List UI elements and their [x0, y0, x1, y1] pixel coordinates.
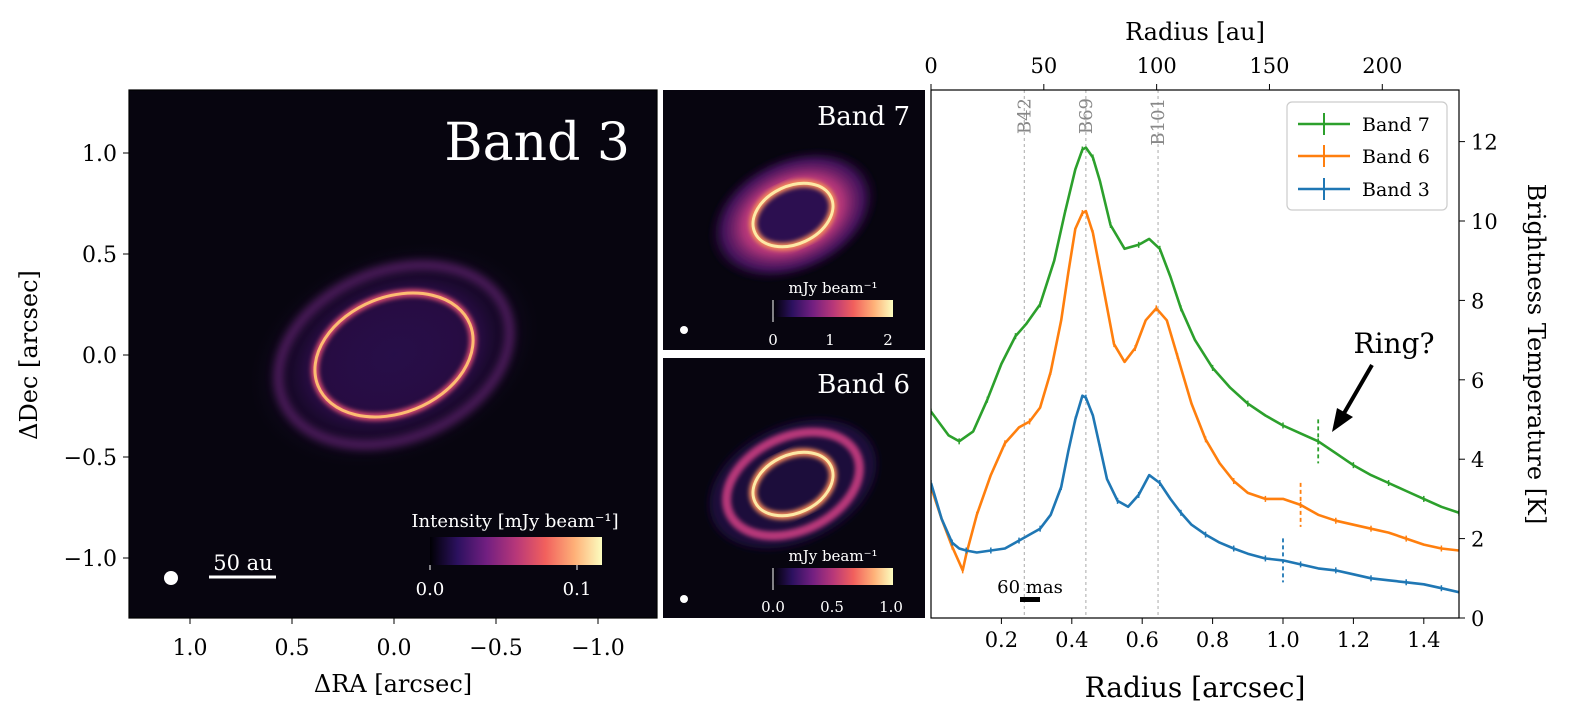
band3-xlabel: ΔRA [arcsec]	[314, 670, 472, 698]
band3-ytick-label: 0.5	[82, 243, 117, 268]
band6-colorbar-tick: 0.0	[761, 598, 785, 616]
ring-guides: B42 B69 B101	[1014, 90, 1169, 618]
ytick-label: 4	[1471, 448, 1484, 472]
band3-xtick-label: −1.0	[571, 636, 624, 661]
band3-xtick-label: 1.0	[173, 636, 208, 661]
band3-ytick-label: −0.5	[64, 446, 117, 471]
ytick-label: 8	[1471, 289, 1484, 313]
legend: Band 7 Band 6 Band 3	[1286, 101, 1448, 211]
band7-colorbar-label: mJy beam⁻¹	[788, 279, 877, 297]
top-xtick-label: 100	[1137, 54, 1177, 78]
band6-colorbar	[773, 568, 893, 585]
top-xlabel: Radius [au]	[1125, 18, 1265, 46]
band3-xticks: 1.0 0.5 0.0 −0.5 −1.0	[173, 618, 625, 661]
xtick-label: 0.8	[1196, 628, 1229, 652]
ytick-label: 0	[1471, 607, 1484, 631]
top-xtick-label: 200	[1362, 54, 1402, 78]
band3-colorbar	[430, 537, 602, 565]
band3-colorbar-tick: 0.1	[563, 579, 592, 600]
xtick-label: 1.2	[1337, 628, 1370, 652]
band3-axes-frame	[128, 89, 658, 619]
top-xtick-label: 150	[1249, 54, 1289, 78]
ytick-label: 2	[1471, 528, 1484, 552]
series-line-band-3	[931, 394, 1459, 594]
legend-entry: Band 3	[1362, 179, 1430, 201]
ring-guide-label: B42	[1014, 98, 1035, 134]
band6-colorbar-label: mJy beam⁻¹	[788, 547, 877, 565]
band3-yticks: 1.0 0.5 0.0 −0.5 −1.0	[64, 142, 129, 572]
band3-ytick-label: −1.0	[64, 547, 117, 572]
band6-label: Band 6	[817, 370, 910, 400]
band3-xtick-label: −0.5	[469, 636, 522, 661]
band3-image	[249, 242, 539, 468]
ring-annotation: Ring?	[1353, 327, 1434, 360]
legend-box	[1286, 101, 1448, 211]
ytick-label: 6	[1471, 369, 1484, 393]
xtick-label: 1.4	[1407, 628, 1440, 652]
profile-xlabel: Radius [arcsec]	[1085, 671, 1306, 704]
band6-image	[709, 419, 877, 549]
beam-scale-bar	[1020, 597, 1040, 602]
profile-axes: 0.2 0.4 0.6 0.8 1.0 1.2 1.4 0 2 4 6 8 10 12 0 50 100 150 2…	[924, 54, 1497, 652]
band3-beam	[164, 571, 178, 585]
band3-ytick-label: 1.0	[82, 142, 117, 167]
band3-colorbar-label: Intensity [mJy beam⁻¹]	[411, 511, 618, 532]
band3-ytick-label: 0.0	[82, 344, 117, 369]
band7-colorbar-tick: 0	[768, 331, 778, 349]
ytick-label: 12	[1471, 131, 1498, 155]
series-line-band-7	[931, 146, 1459, 515]
ring-guide-label: B69	[1076, 98, 1097, 134]
band3-colorbar-tick: 0.0	[416, 579, 445, 600]
series-line-band-6	[931, 209, 1459, 572]
band6-beam	[680, 595, 688, 603]
top-xtick-label: 50	[1030, 54, 1057, 78]
xtick-label: 0.4	[1055, 628, 1088, 652]
band3-xtick-label: 0.0	[377, 636, 412, 661]
band3-xtick-label: 0.5	[275, 636, 310, 661]
xtick-label: 0.6	[1125, 628, 1158, 652]
xtick-label: 1.0	[1266, 628, 1299, 652]
ring-annotation-arrowhead	[1332, 408, 1353, 432]
ytick-label: 10	[1471, 210, 1498, 234]
band6-colorbar-tick: 1.0	[879, 598, 903, 616]
xtick-label: 0.2	[985, 628, 1018, 652]
ring-guide-label: B101	[1148, 98, 1169, 146]
band7-beam	[680, 326, 688, 334]
beam-scale-label: 60 mas	[997, 577, 1063, 598]
band3-scalebar-label: 50 au	[213, 551, 272, 575]
band7-colorbar-tick: 1	[825, 331, 835, 349]
band7-colorbar-tick: 2	[883, 331, 893, 349]
band7-colorbar	[773, 300, 893, 317]
profile-frame	[930, 89, 1460, 619]
band6-colorbar-tick: 0.5	[820, 598, 844, 616]
legend-entry: Band 7	[1362, 114, 1430, 136]
band3-ylabel: ΔDec [arcsec]	[15, 270, 43, 440]
legend-entry: Band 6	[1362, 146, 1430, 168]
ring-annotation-arrow	[1341, 363, 1374, 417]
top-xtick-label: 0	[924, 54, 937, 78]
band3-label: Band 3	[444, 113, 630, 173]
band7-image	[705, 146, 881, 284]
band7-label: Band 7	[817, 102, 910, 132]
profile-series	[931, 146, 1459, 594]
profile-ylabel: Brightness Temperature [K]	[1522, 184, 1550, 525]
